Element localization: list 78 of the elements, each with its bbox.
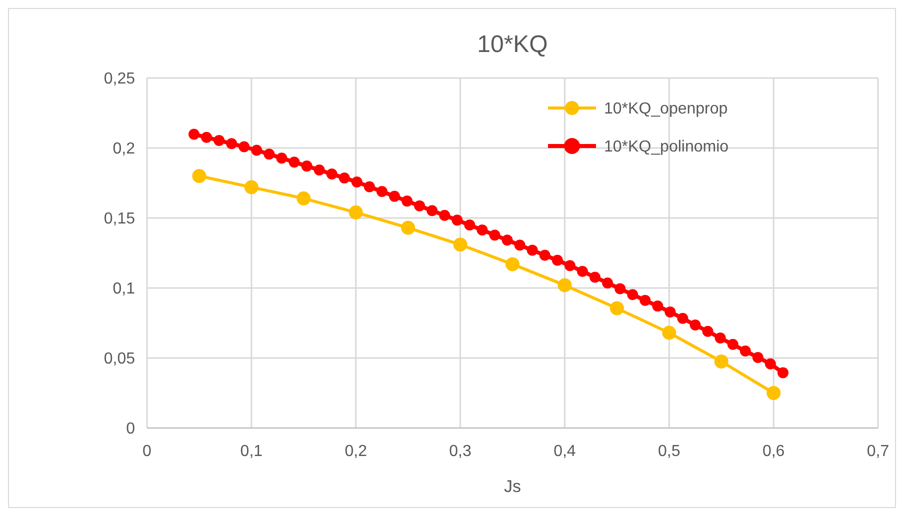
- point: [526, 244, 538, 256]
- point: [752, 352, 764, 363]
- y-tick-label: 0,15: [104, 210, 136, 228]
- point: [296, 191, 311, 206]
- x-tick-label: 0,5: [658, 443, 680, 460]
- x-tick-label: 0,6: [762, 443, 785, 460]
- point: [662, 326, 676, 340]
- point: [453, 238, 468, 252]
- chart-title: 10*KQ: [477, 31, 548, 58]
- legend-label: 10*KQ_openprop: [604, 100, 728, 118]
- point: [677, 312, 688, 324]
- point: [506, 257, 520, 272]
- x-tick-label: 0,7: [866, 443, 890, 460]
- point: [777, 367, 788, 378]
- point: [414, 200, 426, 212]
- point: [348, 205, 363, 220]
- point: [288, 156, 300, 168]
- point: [201, 132, 212, 143]
- point: [388, 190, 400, 202]
- point: [338, 172, 350, 184]
- y-tick-label: 0: [126, 420, 136, 438]
- x-tick-label: 0,4: [554, 443, 576, 460]
- point: [552, 254, 563, 266]
- y-tick-label: 0,1: [112, 280, 136, 298]
- point: [576, 266, 588, 277]
- x-tick-label: 0,1: [240, 443, 263, 460]
- point: [702, 326, 714, 337]
- point: [690, 319, 701, 330]
- point: [590, 272, 600, 283]
- point: [351, 176, 362, 188]
- point: [627, 289, 638, 300]
- point: [192, 169, 206, 183]
- point: [301, 160, 312, 172]
- point: [539, 250, 550, 261]
- point: [276, 152, 288, 164]
- point: [326, 168, 338, 180]
- point: [764, 358, 776, 370]
- legend-label: 10*KQ_polinomio: [604, 138, 729, 156]
- point: [640, 294, 651, 306]
- y-tick-label: 0,25: [104, 70, 136, 88]
- point: [614, 283, 626, 294]
- point: [727, 338, 738, 350]
- point: [251, 144, 262, 156]
- point: [452, 214, 463, 226]
- point: [364, 181, 375, 192]
- point: [402, 196, 413, 207]
- point: [564, 260, 576, 272]
- point: [214, 134, 225, 146]
- point: [426, 205, 438, 216]
- point: [238, 141, 250, 152]
- point: [401, 220, 416, 235]
- point: [464, 220, 476, 230]
- point: [489, 230, 500, 241]
- point: [188, 128, 200, 140]
- point: [439, 210, 450, 221]
- y-tick-label: 0,05: [104, 350, 136, 368]
- point: [602, 277, 614, 288]
- point: [376, 186, 388, 198]
- point: [664, 306, 676, 318]
- x-tick-label: 0,2: [344, 443, 368, 460]
- point: [226, 138, 238, 150]
- point: [610, 301, 624, 316]
- point: [314, 164, 325, 176]
- y-tick-label: 0,2: [112, 140, 136, 158]
- point: [264, 148, 275, 160]
- point: [740, 346, 751, 356]
- point: [502, 234, 513, 246]
- point: [476, 224, 488, 236]
- point: [766, 386, 781, 400]
- point: [558, 278, 572, 292]
- point: [244, 180, 258, 194]
- point: [714, 354, 728, 368]
- point: [714, 332, 726, 344]
- x-tick-label: 0: [142, 443, 152, 460]
- point: [652, 300, 664, 312]
- point: [514, 240, 526, 251]
- x-tick-label: 0,3: [449, 443, 472, 460]
- x-axis-title: Js: [504, 477, 521, 496]
